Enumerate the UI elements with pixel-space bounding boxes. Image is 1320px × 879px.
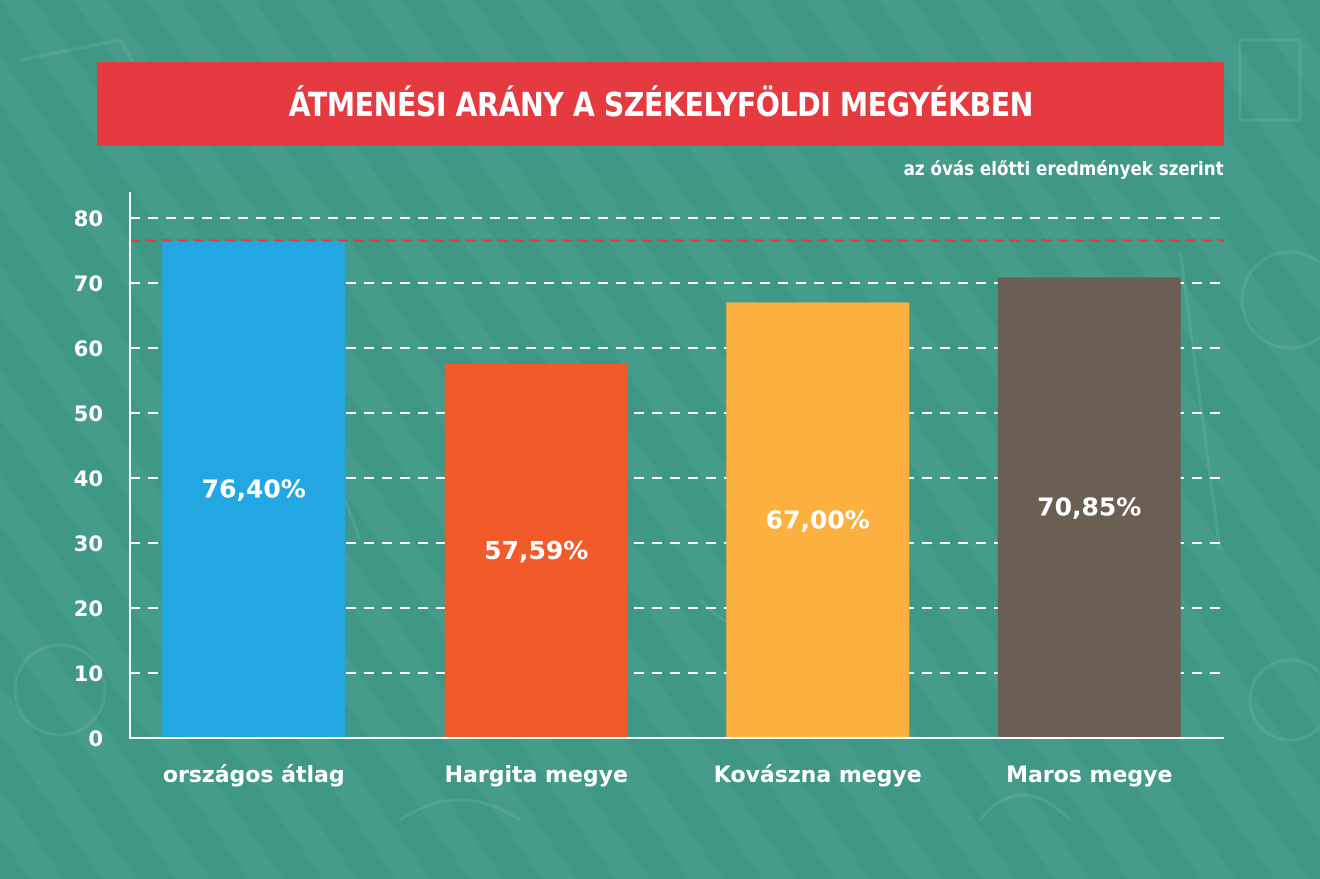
title-banner: ÁTMENÉSI ARÁNY A SZÉKELYFÖLDI MEGYÉKBEN: [97, 62, 1224, 146]
data-label: 67,00%: [766, 505, 870, 534]
y-tick-label: 80: [74, 207, 103, 231]
bar-1: [162, 241, 346, 738]
axes: [129, 192, 1224, 739]
bar-4: [997, 277, 1181, 738]
y-tick-label: 60: [74, 337, 103, 361]
y-tick-label: 40: [74, 467, 103, 491]
y-tick-label: 50: [74, 402, 103, 426]
x-category-label: Hargita megye: [445, 763, 628, 788]
bars: [162, 241, 1181, 738]
y-tick-label: 30: [74, 532, 103, 556]
x-category-label: Kovászna megye: [714, 763, 922, 788]
labels: 0 10 20 30 40 50 60 70 80 76,40% országos átlag 57,…: [74, 207, 1173, 788]
y-tick-label: 70: [74, 272, 103, 296]
y-tick-label: 20: [74, 597, 103, 621]
x-category-label: Maros megye: [1006, 763, 1172, 788]
data-label: 76,40%: [202, 475, 306, 504]
x-category-label: országos átlag: [163, 763, 345, 788]
bar-2: [444, 363, 628, 738]
y-tick-label: 0: [88, 727, 103, 751]
data-label: 70,85%: [1037, 493, 1141, 522]
data-label: 57,59%: [484, 536, 588, 565]
chart-subtitle: az óvás előtti eredmények szerint: [903, 158, 1224, 180]
bar-3: [726, 302, 910, 738]
y-tick-label: 10: [74, 662, 103, 686]
chart-title: ÁTMENÉSI ARÁNY A SZÉKELYFÖLDI MEGYÉKBEN: [288, 84, 1033, 124]
